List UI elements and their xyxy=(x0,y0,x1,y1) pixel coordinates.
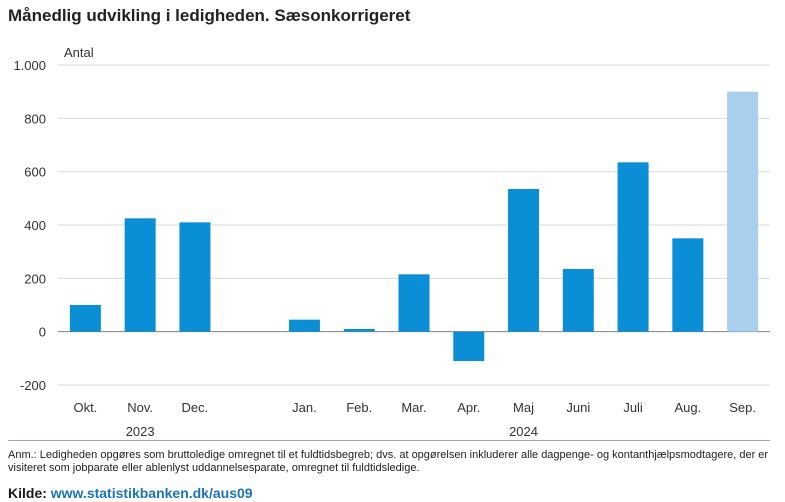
x-tick-label: Dec. xyxy=(182,400,209,415)
bar-sep xyxy=(727,91,759,332)
y-tick-label: 200 xyxy=(24,271,46,286)
bar-feb xyxy=(343,329,375,332)
y-tick-label: 1.000 xyxy=(13,58,46,73)
bar-dec xyxy=(179,222,211,332)
y-tick-label: 400 xyxy=(24,218,46,233)
footnote: Anm.: Ledigheden opgøres som bruttoledig… xyxy=(8,449,769,474)
y-tick-label: 0 xyxy=(39,325,46,340)
year-label: 2023 xyxy=(126,424,155,439)
x-tick-label: Okt. xyxy=(73,400,97,415)
x-tick-label: Apr. xyxy=(457,400,480,415)
bar-apr xyxy=(453,331,485,361)
x-tick-label: Juli xyxy=(623,400,643,415)
x-tick-label: Nov. xyxy=(127,400,153,415)
gridlines xyxy=(58,64,770,386)
source: Kilde: www.statistikbanken.dk/aus09 xyxy=(8,485,253,501)
x-tick-label: Feb. xyxy=(346,400,372,415)
y-tick-label: 800 xyxy=(24,111,46,126)
bar-aug xyxy=(672,238,704,332)
bar-jan xyxy=(288,319,320,332)
x-tick-label: Jan. xyxy=(292,400,317,415)
y-tick-label: -200 xyxy=(20,378,46,393)
x-tick-label: Sep. xyxy=(729,400,756,415)
chart-title: Månedlig udvikling i ledigheden. Sæsonko… xyxy=(8,6,411,25)
bar-juni xyxy=(562,269,594,332)
bars xyxy=(69,91,759,361)
bar-chart: -200 0 200 400 600 800 1.000 Okt. Nov. Dec. Jan. Fe… xyxy=(13,45,770,439)
divider xyxy=(8,440,770,441)
bar-nov xyxy=(124,218,156,332)
x-tick-label: Aug. xyxy=(674,400,701,415)
bar-mar xyxy=(398,274,430,332)
y-axis-label: Antal xyxy=(64,45,94,60)
source-label: Kilde: xyxy=(8,485,47,501)
year-label: 2024 xyxy=(509,424,538,439)
bar-maj xyxy=(508,189,540,332)
axes: -200 0 200 400 600 800 1.000 Okt. Nov. Dec. Jan. Fe… xyxy=(13,58,756,439)
x-tick-label: Mar. xyxy=(401,400,426,415)
x-tick-label: Juni xyxy=(566,400,590,415)
bar-juli xyxy=(617,162,649,332)
y-tick-label: 600 xyxy=(24,165,46,180)
x-tick-label: Maj xyxy=(513,400,534,415)
bar-okt xyxy=(69,305,101,332)
source-link[interactable]: www.statistikbanken.dk/aus09 xyxy=(50,485,253,501)
